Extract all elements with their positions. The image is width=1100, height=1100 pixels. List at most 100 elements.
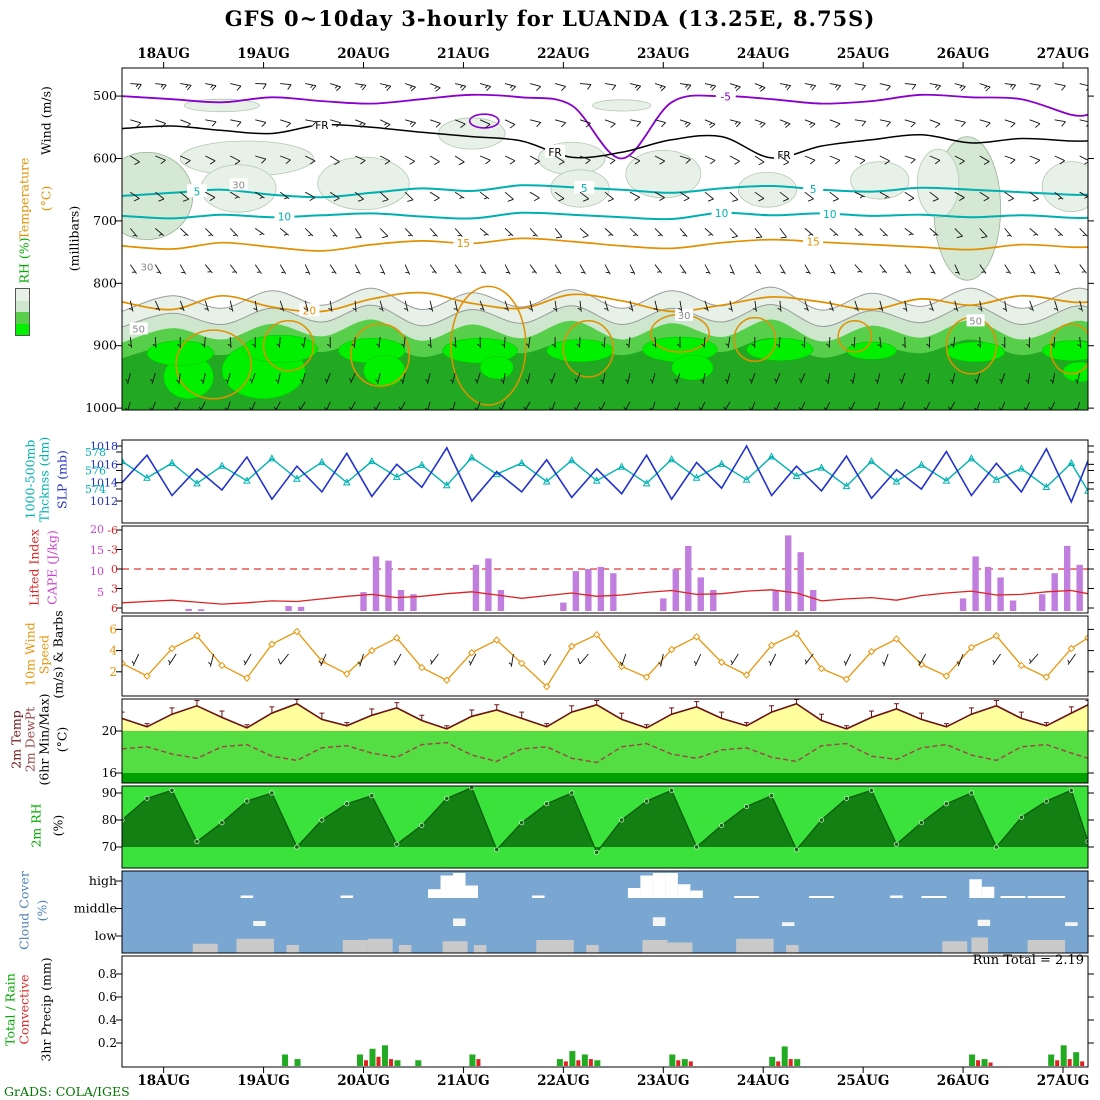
wind-speed-marker	[418, 663, 426, 672]
wind-barb-flag	[357, 198, 364, 202]
wind-barb	[779, 228, 787, 238]
rh-legend-swatch	[16, 289, 29, 301]
wind-barb	[751, 401, 756, 410]
wind-barb	[804, 191, 814, 200]
wind-barb	[479, 264, 487, 275]
wind-barb	[254, 300, 258, 312]
wind-barb-flag	[834, 159, 841, 165]
wind-barb	[775, 401, 781, 410]
wind-barb-flag	[725, 343, 729, 347]
panel-border	[121, 698, 1089, 784]
wind-barb-flag	[1084, 161, 1088, 165]
wind-barb	[476, 373, 481, 384]
wind-barb	[404, 83, 416, 88]
date-label-top: 18AUG	[137, 46, 190, 62]
wind-barb-flag	[233, 234, 237, 237]
contour-label: -5	[721, 91, 731, 103]
wind-barb-flag	[283, 233, 288, 236]
cloud-bar-high	[440, 875, 454, 898]
precip-convective-bar	[1080, 1061, 1085, 1066]
wind-barb-flag	[561, 86, 566, 92]
wind-barb-flag	[132, 234, 137, 237]
thickness-tick-label: 574	[85, 483, 106, 496]
wind-barb-flag	[1011, 84, 1016, 91]
wind-barb	[954, 191, 965, 198]
contour-label: 15	[457, 238, 470, 250]
precip-tick-label: 0.4	[98, 1013, 117, 1027]
wind-barb	[654, 300, 659, 312]
contour-label-bg	[311, 117, 332, 131]
wind-barb-flag	[133, 198, 140, 202]
wind-barb-flag	[525, 343, 530, 347]
wind-speed-marker	[1017, 661, 1026, 670]
cloud-bar-low	[286, 945, 299, 953]
wind-barb	[130, 83, 142, 85]
wind-barb-flag	[468, 660, 472, 664]
contour-label: 10	[278, 212, 291, 224]
wind-barb	[429, 336, 432, 348]
wind-barb	[704, 155, 716, 161]
wind-barb-flag	[1025, 379, 1029, 383]
wind-barb-flag	[734, 121, 738, 125]
wind-barb-flag	[279, 308, 284, 310]
rh-label-bg	[129, 322, 148, 335]
wind-barb-flag	[410, 86, 416, 92]
wind-barb-flag	[933, 233, 937, 236]
wind-barb-flag	[660, 86, 666, 92]
wind-barb	[205, 155, 216, 162]
rh2m-marker	[419, 822, 425, 828]
wind-barb	[155, 155, 166, 161]
wind-barb-flag	[458, 161, 465, 166]
wind-speed-marker	[218, 661, 226, 670]
wind-barb	[575, 401, 581, 410]
wind-barb	[694, 653, 702, 667]
wind-barb	[204, 228, 214, 237]
rh-legend-swatch	[16, 312, 29, 324]
wind-barb	[129, 228, 138, 238]
wind-speed-marker	[567, 642, 576, 651]
wind-speed-marker	[122, 659, 126, 668]
wind-barb-flag	[400, 379, 404, 383]
wind-barb	[329, 191, 340, 199]
precip-total-bar	[1060, 1045, 1067, 1066]
wind-barb-flag	[483, 233, 488, 236]
wind-barb-flag	[918, 660, 921, 664]
cape-bar	[785, 535, 792, 611]
wind-barb-flag	[275, 379, 279, 383]
wind-barb-flag	[724, 379, 728, 383]
cloud-bar-middle	[781, 922, 795, 926]
cloud-bar-middle	[652, 917, 666, 926]
wind-barb	[155, 191, 165, 200]
wind-barb-flag	[881, 661, 885, 665]
wind-barb	[429, 264, 437, 274]
wind-barb-flag	[484, 85, 488, 89]
wind-barb-flag	[709, 159, 716, 165]
wind-barb	[543, 653, 552, 666]
wind-barb	[654, 83, 666, 88]
wind-barb-flag	[1033, 233, 1037, 236]
wind-barb	[354, 300, 357, 312]
wind-barb	[829, 300, 834, 312]
wind-barb	[604, 300, 609, 312]
contour-label: 5	[810, 184, 817, 196]
wind-barb-flag	[262, 83, 267, 90]
wind-barb	[629, 155, 641, 162]
wind-barb-flag	[211, 121, 217, 127]
rh2m-marker	[144, 795, 150, 801]
wind-barb-flag	[674, 378, 678, 383]
wind-barb-flag	[861, 85, 867, 91]
wind-barb	[244, 653, 252, 666]
wind-barb-flag	[261, 158, 267, 164]
wind-barb	[1025, 401, 1031, 410]
wind-barb	[1004, 300, 1007, 312]
cape-bar	[672, 569, 679, 611]
wind-barb	[854, 228, 864, 236]
date-label-top: 23AUG	[637, 46, 690, 62]
precip-convective-bar	[364, 1060, 368, 1066]
wind-barb-flag	[908, 197, 915, 202]
contour-label: 5	[194, 186, 201, 198]
cloud-bar-middle	[253, 921, 266, 926]
wind-barb-flag	[625, 379, 629, 383]
thickness-marker	[867, 456, 876, 465]
precip-total-bar	[569, 1051, 576, 1066]
